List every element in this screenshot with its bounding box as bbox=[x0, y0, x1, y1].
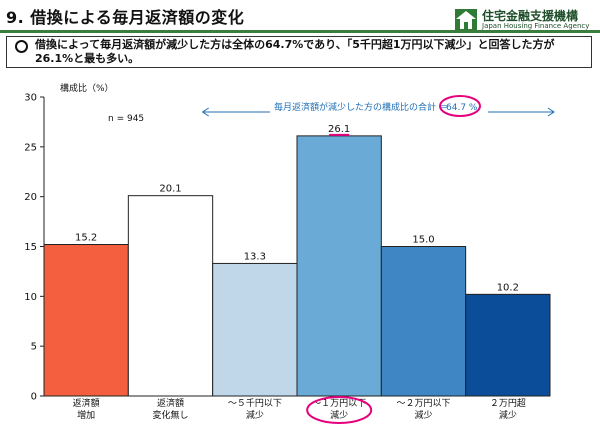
agency-name-en: Japan Housing Finance Agency bbox=[482, 22, 590, 30]
x-category-label: 減少 bbox=[246, 409, 264, 421]
bar-value-label: 15.0 bbox=[412, 235, 434, 246]
category-highlight-ellipse bbox=[306, 396, 373, 424]
bar-5 bbox=[380, 246, 467, 397]
annotation-total: 64.7 % bbox=[446, 103, 478, 113]
sample-size-label: n = 945 bbox=[108, 114, 144, 124]
x-category-label: 減少 bbox=[330, 409, 348, 421]
bar-1 bbox=[43, 244, 129, 397]
x-category-label: ～１万円以下 bbox=[312, 398, 366, 409]
page-title: 9. 借換による毎月返済額の変化 bbox=[6, 8, 245, 27]
y-tick-label: 0 bbox=[31, 392, 37, 403]
bar-4 bbox=[296, 135, 382, 397]
annotation-text-bg bbox=[270, 99, 488, 114]
x-category-label: 減少 bbox=[414, 409, 432, 421]
y-tick-label: 5 bbox=[31, 342, 37, 353]
x-category-label: ２万円超 bbox=[490, 397, 526, 409]
x-category-label: 変化無し bbox=[152, 409, 188, 421]
arrow-right-icon bbox=[547, 107, 555, 117]
y-tick-label: 15 bbox=[24, 242, 37, 253]
agency-logo: 住宅金融支援機構 Japan Housing Finance Agency bbox=[454, 6, 592, 36]
y-tick-label: 20 bbox=[24, 192, 37, 203]
bar-2 bbox=[127, 195, 214, 397]
x-category-label: 返済額 bbox=[73, 397, 100, 409]
y-tick-label: 30 bbox=[24, 93, 37, 104]
bar-3 bbox=[212, 262, 298, 397]
x-category-label: 減少 bbox=[499, 409, 517, 421]
x-category-label: 増加 bbox=[77, 409, 95, 421]
bar-value-label: 20.1 bbox=[159, 184, 181, 195]
x-category-label: ～２万円以下 bbox=[396, 398, 450, 409]
summary-text: 借換によって毎月返済額が減少した方は全体の64.7%であり、「5千円超1万円以下… bbox=[35, 38, 555, 65]
arrow-left-icon bbox=[201, 107, 209, 117]
y-tick-label: 25 bbox=[24, 142, 37, 153]
total-highlight-ellipse bbox=[439, 95, 481, 117]
bar-value-label: 15.2 bbox=[75, 233, 97, 244]
agency-logo-icon bbox=[455, 9, 477, 31]
x-category-label: ～５千円以下 bbox=[228, 398, 282, 409]
bar-value-label: 10.2 bbox=[497, 282, 519, 293]
annotation-text: 毎月返済額が減少した方の構成比の合計 ＝ bbox=[274, 101, 448, 113]
x-category-label: 返済額 bbox=[157, 397, 184, 409]
agency-name: 住宅金融支援機構 bbox=[482, 9, 579, 23]
title-rule bbox=[0, 30, 600, 33]
y-tick-label: 10 bbox=[24, 292, 37, 303]
y-axis-label: 構成比（%） bbox=[60, 82, 114, 94]
summary-box: 借換によって毎月返済額が減少した方は全体の64.7%であり、「5千円超1万円以下… bbox=[6, 36, 592, 68]
bar-value-label: 13.3 bbox=[244, 251, 266, 262]
bar-value-label: 26.1 bbox=[328, 124, 350, 135]
circle-bullet-icon bbox=[15, 40, 28, 53]
bar-6 bbox=[465, 293, 551, 397]
